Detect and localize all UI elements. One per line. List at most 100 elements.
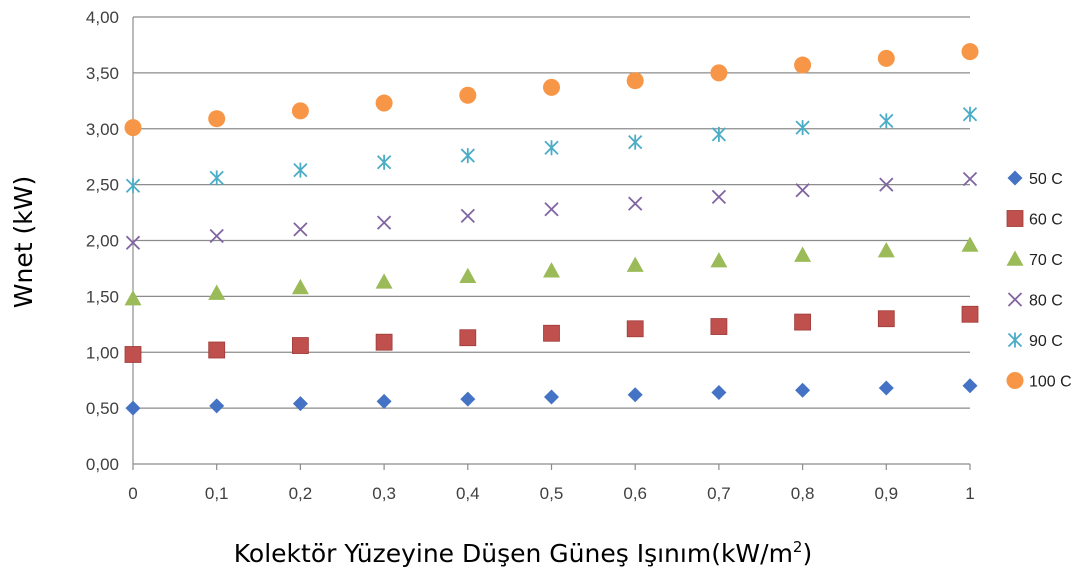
y-tick-labels: 0,00 0,50 1,00 1,50 2,00 2,50 3,00 3,50 4,00 (86, 8, 119, 474)
data-point (543, 324, 560, 342)
data-point (795, 382, 811, 398)
x-axis-title-superscript: 2 (793, 538, 803, 556)
data-point (543, 78, 560, 96)
y-tick-label: 0,00 (86, 455, 119, 474)
data-point (124, 290, 142, 306)
y-tick-label: 1,00 (86, 343, 119, 362)
series-100-c (124, 43, 979, 137)
data-point (877, 49, 895, 67)
data-point (293, 222, 308, 237)
data-point (460, 148, 475, 164)
x-tick-label: 0,5 (540, 484, 564, 503)
data-point (962, 106, 978, 122)
x-tick-label: 0,6 (623, 484, 647, 503)
data-point (460, 391, 476, 407)
data-point (293, 162, 308, 178)
data-point (628, 196, 643, 211)
data-point (376, 393, 392, 409)
data-point (544, 140, 559, 156)
data-point (375, 333, 393, 351)
data-point (543, 262, 560, 278)
legend-label: 60 C (1029, 212, 1063, 229)
data-point (375, 273, 393, 289)
data-point (795, 183, 810, 198)
legend-marker (1006, 372, 1024, 389)
x-tick-label: 1 (965, 484, 974, 503)
data-point (626, 72, 644, 90)
legend-item: 90 C (1007, 332, 1063, 350)
data-point (878, 380, 894, 396)
legend-marker (1007, 170, 1023, 186)
data-point (962, 171, 978, 187)
data-point (710, 252, 728, 268)
data-point (292, 396, 308, 412)
x-tick-label: 0,1 (205, 484, 229, 503)
legend-item: 60 C (1006, 210, 1063, 229)
legend-item: 80 C (1007, 292, 1063, 310)
data-point (459, 267, 477, 284)
data-series (124, 43, 979, 416)
data-point (291, 278, 309, 295)
data-point (962, 378, 978, 394)
data-point (961, 305, 979, 323)
y-tick-label: 4,00 (86, 8, 119, 27)
legend: 50 C 60 C 70 C 80 C 90 C 100 C (1006, 170, 1072, 391)
legend-marker (1007, 292, 1023, 307)
x-tick-label: 0,4 (456, 484, 480, 503)
data-point (544, 389, 559, 405)
data-point (626, 256, 644, 272)
y-tick-label: 3,50 (86, 64, 119, 83)
series-80-c (125, 171, 978, 250)
data-point (627, 387, 643, 403)
data-point (291, 337, 309, 354)
data-point (626, 320, 644, 338)
legend-label: 100 C (1029, 374, 1072, 391)
data-point (208, 110, 226, 128)
data-point (879, 177, 894, 192)
y-axis-title: Wnet (kW) (9, 176, 38, 308)
series-60-c (124, 305, 979, 363)
data-point (125, 178, 141, 194)
data-point (208, 284, 226, 300)
data-point (795, 120, 810, 136)
legend-marker (1006, 210, 1024, 227)
data-point (209, 170, 224, 186)
data-point (376, 215, 392, 230)
x-tick-labels: 0 0,1 0,2 0,3 0,4 0,5 0,6 0,7 0,8 0,9 1 (128, 484, 974, 503)
series-50-c (125, 378, 978, 416)
data-point (209, 398, 225, 414)
series-70-c (124, 236, 979, 306)
x-axis-title-main: Kolektör Yüzeyine Düşen Güneş Işınım(kW/… (234, 539, 793, 568)
legend-label: 80 C (1029, 293, 1063, 310)
data-point (376, 154, 392, 170)
data-point (460, 208, 475, 224)
data-point (124, 346, 142, 363)
data-point (125, 400, 141, 416)
x-axis-title-end: ) (802, 539, 812, 568)
legend-item: 50 C (1007, 170, 1063, 188)
data-point (544, 202, 559, 217)
y-tick-label: 1,50 (86, 287, 119, 306)
data-point (711, 384, 727, 400)
y-tick-label: 0,50 (86, 399, 119, 418)
x-tick-label: 0,3 (372, 484, 396, 503)
data-point (794, 313, 811, 331)
axes (132, 17, 971, 470)
gridlines (133, 16, 970, 409)
y-tick-label: 2,50 (86, 176, 119, 195)
data-point (879, 113, 894, 129)
data-point (375, 94, 393, 112)
data-point (794, 56, 812, 74)
data-point (877, 242, 895, 258)
x-tick-label: 0,2 (289, 484, 313, 503)
y-tick-label: 3,00 (86, 120, 119, 139)
data-point (125, 235, 141, 250)
x-tick-label: 0,8 (791, 484, 815, 503)
data-point (711, 189, 727, 205)
x-tick-label: 0,9 (874, 484, 898, 503)
legend-item: 70 C (1006, 250, 1063, 269)
data-point (710, 64, 728, 82)
legend-marker (1007, 332, 1023, 348)
data-point (459, 86, 477, 104)
